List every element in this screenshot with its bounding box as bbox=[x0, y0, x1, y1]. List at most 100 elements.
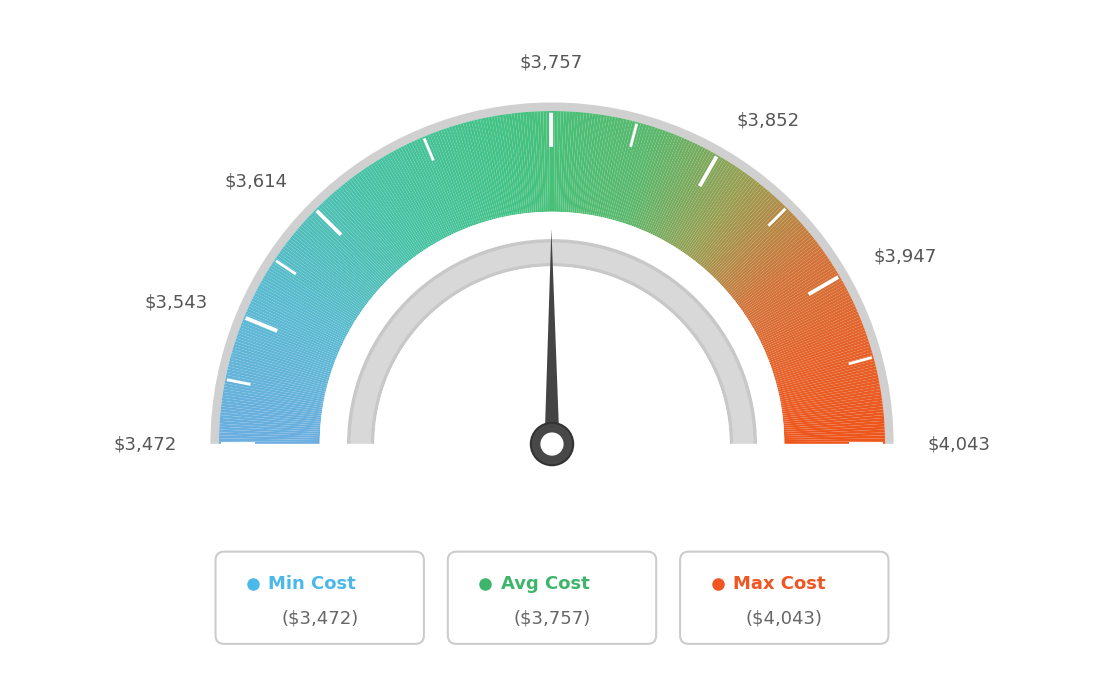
Wedge shape bbox=[231, 355, 328, 384]
Wedge shape bbox=[254, 293, 346, 340]
Wedge shape bbox=[606, 120, 633, 219]
Wedge shape bbox=[219, 435, 320, 440]
Wedge shape bbox=[622, 126, 655, 223]
Wedge shape bbox=[224, 384, 323, 404]
FancyBboxPatch shape bbox=[680, 552, 889, 644]
Wedge shape bbox=[777, 361, 875, 388]
Wedge shape bbox=[272, 263, 358, 319]
Wedge shape bbox=[240, 325, 336, 363]
Wedge shape bbox=[444, 128, 478, 224]
Wedge shape bbox=[760, 295, 851, 342]
Wedge shape bbox=[620, 126, 652, 223]
Wedge shape bbox=[331, 193, 400, 270]
Wedge shape bbox=[629, 130, 666, 226]
Wedge shape bbox=[714, 206, 787, 280]
Wedge shape bbox=[776, 358, 874, 386]
Wedge shape bbox=[446, 128, 480, 224]
Wedge shape bbox=[315, 208, 388, 282]
Wedge shape bbox=[784, 438, 885, 442]
Wedge shape bbox=[781, 380, 880, 402]
Wedge shape bbox=[584, 115, 602, 215]
Circle shape bbox=[540, 433, 564, 455]
Wedge shape bbox=[288, 239, 369, 303]
Wedge shape bbox=[227, 366, 326, 392]
Wedge shape bbox=[775, 353, 873, 382]
Wedge shape bbox=[614, 123, 644, 221]
Wedge shape bbox=[783, 404, 883, 417]
Wedge shape bbox=[771, 333, 867, 368]
Wedge shape bbox=[302, 221, 380, 290]
Wedge shape bbox=[586, 115, 604, 215]
Wedge shape bbox=[576, 113, 590, 213]
Wedge shape bbox=[509, 113, 523, 214]
Wedge shape bbox=[549, 111, 552, 212]
Wedge shape bbox=[220, 418, 320, 428]
Wedge shape bbox=[401, 146, 448, 237]
Wedge shape bbox=[783, 401, 882, 416]
Wedge shape bbox=[750, 270, 838, 324]
Wedge shape bbox=[556, 111, 561, 212]
Wedge shape bbox=[721, 215, 796, 286]
Wedge shape bbox=[230, 358, 328, 386]
Wedge shape bbox=[220, 424, 320, 432]
Wedge shape bbox=[730, 230, 809, 296]
Wedge shape bbox=[784, 430, 884, 436]
Wedge shape bbox=[772, 335, 868, 371]
Wedge shape bbox=[225, 377, 325, 400]
Wedge shape bbox=[773, 338, 869, 373]
Wedge shape bbox=[637, 134, 677, 228]
Wedge shape bbox=[247, 306, 341, 350]
Text: ($3,472): ($3,472) bbox=[282, 609, 359, 627]
Wedge shape bbox=[420, 137, 461, 231]
Wedge shape bbox=[758, 290, 849, 339]
Wedge shape bbox=[661, 150, 711, 240]
Wedge shape bbox=[578, 113, 593, 213]
Wedge shape bbox=[677, 163, 733, 249]
Wedge shape bbox=[543, 111, 548, 212]
Wedge shape bbox=[320, 212, 784, 444]
Wedge shape bbox=[784, 433, 885, 438]
Wedge shape bbox=[344, 181, 408, 262]
Wedge shape bbox=[731, 233, 810, 298]
Wedge shape bbox=[532, 112, 540, 213]
Wedge shape bbox=[683, 170, 743, 254]
Wedge shape bbox=[220, 421, 320, 430]
Wedge shape bbox=[650, 142, 696, 235]
Wedge shape bbox=[783, 406, 883, 420]
Wedge shape bbox=[784, 441, 885, 444]
Wedge shape bbox=[255, 290, 346, 339]
Wedge shape bbox=[307, 217, 382, 287]
Text: $3,852: $3,852 bbox=[737, 112, 800, 130]
Wedge shape bbox=[427, 134, 467, 228]
Wedge shape bbox=[256, 288, 347, 337]
Text: Max Cost: Max Cost bbox=[733, 575, 826, 593]
Wedge shape bbox=[241, 322, 336, 361]
Wedge shape bbox=[743, 255, 828, 314]
Wedge shape bbox=[253, 295, 344, 342]
Wedge shape bbox=[319, 204, 391, 278]
Wedge shape bbox=[381, 157, 434, 245]
Wedge shape bbox=[232, 349, 329, 380]
Wedge shape bbox=[766, 317, 861, 357]
Wedge shape bbox=[733, 235, 813, 299]
Wedge shape bbox=[336, 189, 403, 268]
Wedge shape bbox=[416, 139, 459, 232]
Wedge shape bbox=[783, 412, 884, 424]
Wedge shape bbox=[601, 118, 624, 217]
Wedge shape bbox=[274, 258, 360, 316]
Wedge shape bbox=[728, 226, 805, 293]
Wedge shape bbox=[517, 112, 530, 213]
Wedge shape bbox=[502, 115, 520, 215]
Wedge shape bbox=[639, 135, 679, 230]
Wedge shape bbox=[624, 128, 658, 224]
Wedge shape bbox=[784, 421, 884, 430]
Wedge shape bbox=[223, 386, 323, 406]
Wedge shape bbox=[754, 280, 843, 331]
Wedge shape bbox=[735, 239, 816, 303]
Wedge shape bbox=[776, 355, 873, 384]
Wedge shape bbox=[696, 181, 760, 262]
Wedge shape bbox=[374, 266, 730, 444]
Wedge shape bbox=[741, 250, 825, 310]
Wedge shape bbox=[373, 161, 429, 248]
Wedge shape bbox=[477, 119, 501, 218]
